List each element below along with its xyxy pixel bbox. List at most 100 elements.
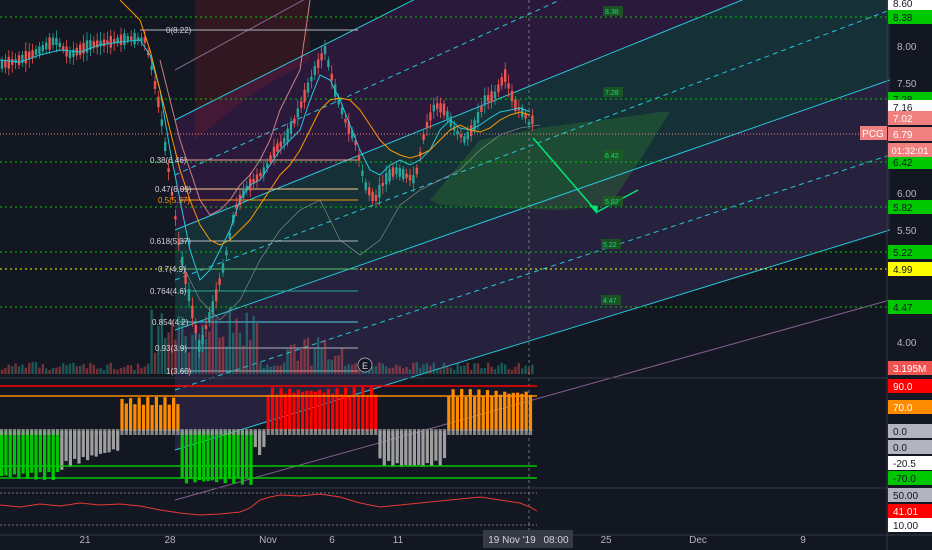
cloud-area bbox=[430, 112, 670, 210]
svg-text:6.42: 6.42 bbox=[893, 158, 913, 169]
svg-text:0.0: 0.0 bbox=[893, 443, 907, 454]
svg-text:50.00: 50.00 bbox=[893, 491, 918, 502]
svg-text:8.38: 8.38 bbox=[605, 9, 619, 16]
svg-text:6.42: 6.42 bbox=[605, 153, 619, 160]
fib-label: 0(8.22) bbox=[166, 26, 192, 35]
target-label: 8.38 bbox=[603, 6, 623, 16]
price-label: 10.00 bbox=[888, 518, 932, 532]
time-tick-label: 28 bbox=[164, 535, 176, 546]
svg-text:7.28: 7.28 bbox=[605, 90, 619, 97]
svg-text:0.0: 0.0 bbox=[893, 427, 907, 438]
fib-label: 0.93(3.9) bbox=[155, 344, 187, 353]
rsi-line bbox=[0, 493, 538, 516]
time-tick-label: 25 bbox=[600, 535, 612, 546]
price-axis[interactable]: 8.608.388.007.507.287.167.026.796.426.00… bbox=[888, 0, 932, 532]
crosshair-time-label: 19 Nov '19 08:00 bbox=[483, 530, 573, 548]
price-label: 50.00 bbox=[888, 488, 932, 502]
time-tick-label: Nov bbox=[259, 535, 277, 546]
target-label: 4.47 bbox=[601, 295, 621, 305]
svg-text:3.195M: 3.195M bbox=[893, 364, 926, 375]
time-tick-label: 9 bbox=[800, 535, 806, 546]
fib-label: 0.854(4.2) bbox=[152, 318, 189, 327]
price-label: 41.01 bbox=[888, 504, 932, 518]
svg-text:8.00: 8.00 bbox=[897, 42, 917, 53]
svg-text:5.50: 5.50 bbox=[897, 226, 917, 237]
price-label: 5.50 bbox=[897, 226, 917, 237]
svg-text:70.0: 70.0 bbox=[893, 403, 913, 414]
price-label: -20.5 bbox=[888, 456, 932, 470]
fib-label: 0.47(6.09) bbox=[155, 185, 192, 194]
svg-text:5.82: 5.82 bbox=[893, 203, 913, 214]
price-label: 6.42 bbox=[888, 155, 932, 169]
price-label: 6.00 bbox=[897, 189, 917, 200]
price-label: 4.00 bbox=[897, 338, 917, 349]
svg-text:19 Nov '19: 19 Nov '19 bbox=[488, 535, 536, 546]
target-label: 6.42 bbox=[603, 150, 623, 160]
price-label: 5.22 bbox=[888, 245, 932, 259]
svg-text:5.22: 5.22 bbox=[893, 248, 913, 259]
svg-text:4.99: 4.99 bbox=[893, 265, 913, 276]
svg-text:4.47: 4.47 bbox=[603, 298, 617, 305]
fib-label: 0.38(6.46) bbox=[150, 156, 187, 165]
fib-label: 0.618(5.37) bbox=[150, 237, 191, 246]
ma-slow-line bbox=[119, 0, 531, 246]
earnings-event-marker[interactable]: E bbox=[357, 357, 373, 373]
svg-text:-20.5: -20.5 bbox=[893, 459, 916, 470]
price-label: 6.79 bbox=[888, 127, 932, 141]
svg-text:4.47: 4.47 bbox=[893, 303, 913, 314]
price-label: 4.99 bbox=[888, 262, 932, 276]
svg-text:5.82: 5.82 bbox=[605, 199, 619, 206]
symbol-tag[interactable]: PCG bbox=[860, 126, 887, 140]
price-label: 3.195M bbox=[888, 361, 932, 375]
price-label: 7.16 bbox=[888, 100, 932, 114]
price-label: 4.47 bbox=[888, 300, 932, 314]
price-label: 7.02 bbox=[888, 111, 932, 125]
svg-text:7.16: 7.16 bbox=[893, 103, 913, 114]
volume-bars bbox=[0, 307, 534, 374]
price-candles bbox=[0, 27, 534, 359]
target-label: 5.82 bbox=[603, 196, 623, 206]
pitchfork-band-lower bbox=[175, 80, 890, 450]
time-tick-label: Dec bbox=[689, 535, 707, 546]
time-axis[interactable]: 21 28 Nov 6 11 25 Dec 9 bbox=[79, 535, 806, 546]
price-label: 0.0 bbox=[888, 424, 932, 438]
svg-text:10.00: 10.00 bbox=[893, 521, 918, 532]
svg-text:7.02: 7.02 bbox=[893, 114, 913, 125]
ma-fast-line bbox=[0, 39, 531, 281]
time-tick-label: 11 bbox=[393, 535, 404, 546]
cloud-edge-line bbox=[179, 124, 541, 321]
fib-label: 0.5(5.97) bbox=[158, 196, 190, 205]
svg-text:8.60: 8.60 bbox=[893, 0, 913, 10]
price-label: 8.38 bbox=[888, 10, 932, 24]
time-tick-label: 6 bbox=[329, 535, 335, 546]
price-label: 70.0 bbox=[888, 400, 932, 414]
fib-label: 1(3.60) bbox=[166, 367, 192, 376]
svg-text:6.00: 6.00 bbox=[897, 189, 917, 200]
countdown-tag: 01:32:01 bbox=[888, 143, 932, 157]
price-label: 8.60 bbox=[888, 0, 932, 10]
fib-label: 0.764(4.6) bbox=[150, 287, 187, 296]
oscillator-histogram bbox=[0, 387, 533, 485]
target-label: 7.28 bbox=[603, 87, 623, 97]
svg-text:E: E bbox=[362, 361, 368, 371]
svg-text:6.79: 6.79 bbox=[893, 130, 913, 141]
target-labels: 8.38 7.28 6.42 5.82 5.22 4.47 bbox=[601, 6, 623, 305]
target-label: 5.22 bbox=[601, 239, 621, 249]
svg-text:90.0: 90.0 bbox=[893, 382, 913, 393]
svg-text:5.22: 5.22 bbox=[603, 242, 617, 249]
price-label: 90.0 bbox=[888, 379, 932, 393]
svg-text:01:32:01: 01:32:01 bbox=[892, 146, 929, 157]
cloud-red-area bbox=[195, 0, 310, 140]
svg-text:7.50: 7.50 bbox=[897, 79, 917, 90]
svg-text:41.01: 41.01 bbox=[893, 507, 918, 518]
svg-text:-70.0: -70.0 bbox=[893, 474, 916, 485]
time-tick-label: 21 bbox=[79, 535, 91, 546]
svg-text:8.38: 8.38 bbox=[893, 13, 913, 24]
price-label: 5.82 bbox=[888, 200, 932, 214]
svg-text:4.00: 4.00 bbox=[897, 338, 917, 349]
pitchfork-band-mid bbox=[175, 0, 890, 330]
price-label: 7.50 bbox=[897, 79, 917, 90]
envelope-line bbox=[159, 0, 311, 216]
price-label: 8.00 bbox=[897, 42, 917, 53]
